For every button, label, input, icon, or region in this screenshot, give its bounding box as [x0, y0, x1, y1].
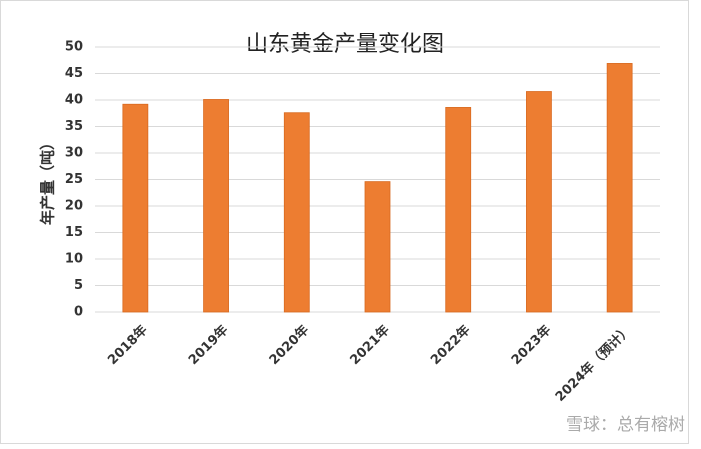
- y-tick-label: 45: [65, 66, 83, 81]
- bar: [526, 91, 552, 313]
- y-tick-label: 15: [65, 225, 83, 240]
- bar: [122, 103, 149, 313]
- y-tick-label: 35: [65, 119, 83, 134]
- bar: [364, 181, 391, 313]
- bar: [283, 112, 310, 313]
- y-tick-label: 0: [74, 305, 83, 320]
- y-tick-label: 30: [65, 146, 83, 161]
- y-tick-label: 50: [65, 40, 83, 55]
- y-tick-label: 40: [65, 93, 83, 108]
- bar: [606, 63, 633, 313]
- chart-frame: [0, 0, 689, 444]
- watermark: 雪球：总有榕树: [566, 415, 685, 435]
- y-tick-label: 10: [65, 252, 83, 267]
- y-axis-label: 年产量（吨）: [39, 135, 57, 225]
- chart-title: 山东黄金产量变化图: [246, 32, 444, 57]
- y-tick-label: 5: [74, 278, 83, 293]
- bar: [445, 107, 472, 313]
- bar: [203, 99, 229, 313]
- y-tick-label: 20: [65, 199, 83, 214]
- y-tick-label: 25: [65, 172, 83, 187]
